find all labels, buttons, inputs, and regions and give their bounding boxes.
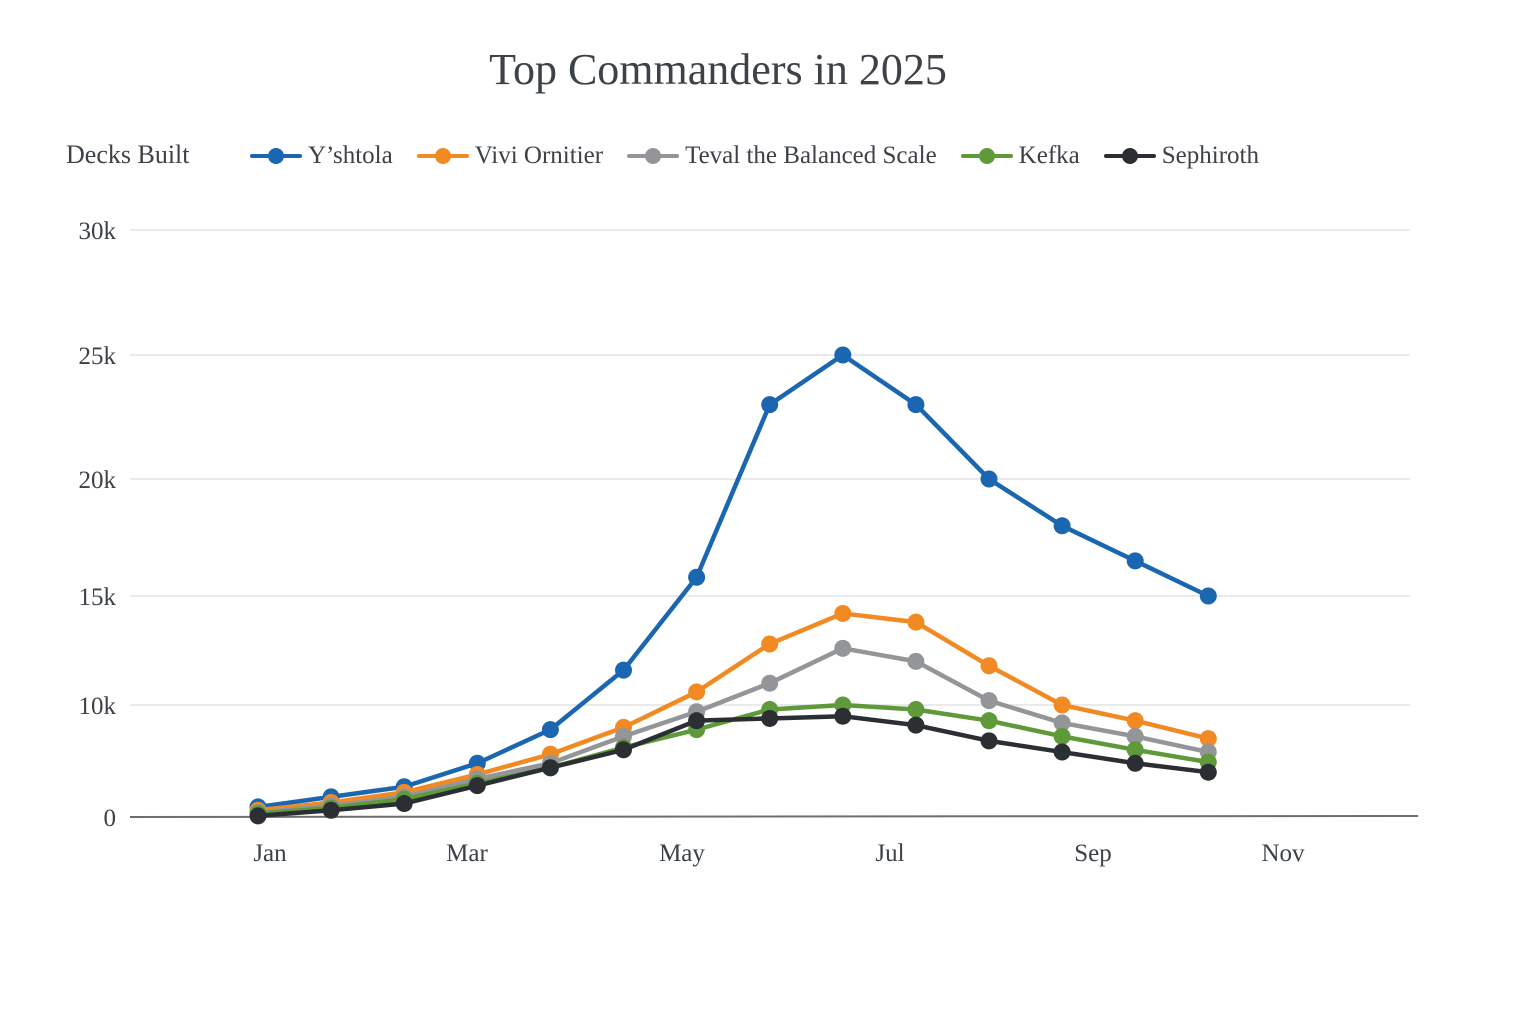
x-tick-label: Mar — [446, 840, 488, 867]
data-point — [1126, 712, 1144, 730]
x-axis-line — [129, 815, 1419, 818]
x-tick-label: Jul — [875, 840, 904, 867]
x-tick-label: May — [659, 840, 705, 867]
data-point — [834, 604, 852, 622]
series-line — [255, 713, 1211, 819]
legend-label: Vivi Ornitier — [474, 142, 604, 169]
data-point — [907, 700, 925, 718]
data-point — [907, 716, 925, 734]
y-tick-label: 10k — [79, 693, 117, 720]
y-tick-label: 15k — [79, 584, 117, 611]
data-point — [688, 683, 706, 701]
data-point — [1199, 587, 1217, 605]
data-point — [1199, 763, 1217, 781]
y-tick-label: 25k — [79, 343, 117, 370]
x-tick-label: Jan — [253, 840, 287, 867]
series-sephiroth — [249, 707, 1217, 825]
y-tick-label: 30k — [79, 218, 117, 245]
legend-item: Y’shtola — [250, 142, 393, 170]
legend-item: Teval the Balanced Scale — [627, 142, 937, 170]
gridlines — [129, 229, 1419, 818]
data-point — [1053, 517, 1071, 535]
legend-swatch-icon — [250, 146, 302, 166]
data-point — [1126, 727, 1144, 745]
data-point — [615, 661, 632, 679]
legend-swatch-icon — [416, 146, 469, 166]
data-point — [688, 568, 706, 586]
x-tick-labels: Jan Mar May Jul Sep Nov — [253, 840, 1305, 867]
x-tick-label: Nov — [1261, 840, 1305, 867]
data-point — [615, 741, 632, 759]
chart-title: Top Commanders in 2025 — [489, 45, 947, 94]
data-point — [395, 795, 413, 813]
data-point — [980, 732, 998, 750]
data-point — [249, 807, 267, 825]
series-line — [255, 646, 1211, 815]
legend-item: Kefka — [960, 142, 1080, 170]
data-point — [1126, 754, 1144, 772]
legend-label: Kefka — [1018, 142, 1080, 169]
series-line — [255, 352, 1211, 810]
data-point — [541, 759, 559, 777]
series-y-shtola — [249, 346, 1217, 816]
y-tick-label: 0 — [104, 805, 117, 832]
data-point — [907, 652, 925, 670]
data-point — [980, 470, 998, 488]
data-point — [834, 346, 852, 364]
data-point — [761, 709, 779, 727]
series-line — [255, 611, 1211, 813]
y-tick-labels: 0 10k 15k 20k 25k 30k — [79, 218, 117, 832]
data-point — [1053, 743, 1071, 761]
data-point — [468, 777, 486, 795]
legend-item: Vivi Ornitier — [416, 142, 604, 170]
data-point — [541, 721, 559, 739]
series-layer — [249, 346, 1217, 825]
legend-item: Sephiroth — [1103, 142, 1259, 170]
data-point — [1053, 714, 1071, 732]
legend-label: Y’shtola — [308, 142, 393, 169]
data-point — [761, 396, 779, 414]
data-point — [688, 712, 706, 730]
x-tick-label: Sep — [1074, 840, 1112, 867]
legend-label: Sephiroth — [1161, 142, 1259, 169]
data-point — [980, 712, 998, 730]
legend: Y’shtola Vivi Ornitier Teval the Balanced … — [250, 138, 1283, 174]
y-tick-label: 20k — [79, 467, 117, 494]
data-point — [980, 657, 998, 675]
data-point — [1053, 696, 1071, 714]
legend-swatch-icon — [627, 146, 680, 166]
data-point — [761, 674, 779, 692]
data-point — [907, 396, 925, 414]
data-point — [761, 635, 779, 653]
data-point — [834, 639, 852, 657]
data-point — [1126, 741, 1144, 759]
data-point — [1053, 727, 1071, 745]
legend-label: Teval the Balanced Scale — [685, 142, 937, 169]
data-point — [1199, 730, 1217, 748]
y-axis-label: Decks Built — [66, 140, 190, 169]
data-point — [1126, 552, 1144, 570]
data-point — [834, 707, 852, 725]
data-point — [907, 613, 925, 631]
data-point — [322, 801, 340, 819]
legend-swatch-icon — [1103, 146, 1156, 166]
legend-swatch-icon — [960, 146, 1013, 166]
data-point — [980, 692, 998, 710]
